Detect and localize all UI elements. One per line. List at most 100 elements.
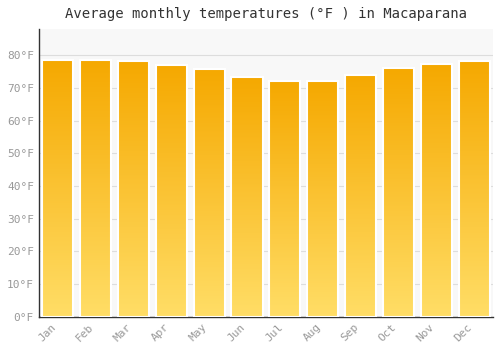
Bar <box>458 263 490 265</box>
Bar <box>421 156 452 158</box>
Bar <box>80 291 111 292</box>
Bar <box>232 92 262 93</box>
Bar <box>345 199 376 201</box>
Bar <box>42 242 74 244</box>
Bar <box>156 279 187 280</box>
Bar <box>458 257 490 258</box>
Bar <box>421 245 452 246</box>
Bar <box>270 150 300 152</box>
Bar <box>194 232 224 234</box>
Bar <box>383 271 414 272</box>
Bar <box>458 82 490 83</box>
Bar <box>42 190 74 191</box>
Bar <box>42 126 74 127</box>
Bar <box>156 116 187 117</box>
Bar <box>118 214 149 215</box>
Bar <box>42 313 74 314</box>
Bar <box>345 237 376 238</box>
Bar <box>232 172 262 173</box>
Bar <box>270 100 300 101</box>
Bar <box>80 70 111 72</box>
Bar <box>458 97 490 98</box>
Bar <box>307 105 338 106</box>
Bar <box>232 78 262 79</box>
Bar <box>42 257 74 258</box>
Bar <box>80 69 111 70</box>
Bar <box>156 122 187 123</box>
Bar <box>118 132 149 133</box>
Bar <box>156 230 187 231</box>
Bar <box>42 147 74 149</box>
Bar <box>383 294 414 296</box>
Bar <box>307 234 338 236</box>
Bar <box>118 192 149 193</box>
Bar <box>270 280 300 281</box>
Bar <box>458 208 490 210</box>
Bar <box>80 97 111 99</box>
Bar <box>421 159 452 160</box>
Bar <box>458 159 490 160</box>
Bar <box>156 276 187 278</box>
Bar <box>232 120 262 121</box>
Bar <box>118 183 149 184</box>
Bar <box>80 236 111 237</box>
Bar <box>232 269 262 270</box>
Bar <box>307 200 338 201</box>
Bar <box>80 144 111 145</box>
Bar <box>421 69 452 71</box>
Bar <box>458 234 490 235</box>
Bar <box>80 296 111 297</box>
Bar <box>270 197 300 198</box>
Bar <box>383 307 414 308</box>
Bar <box>270 85 300 86</box>
Bar <box>118 72 149 73</box>
Bar <box>194 251 224 252</box>
Bar <box>270 125 300 126</box>
Bar <box>383 270 414 271</box>
Bar <box>307 305 338 306</box>
Bar <box>458 138 490 139</box>
Bar <box>458 193 490 194</box>
Bar <box>345 168 376 169</box>
Bar <box>458 271 490 272</box>
Bar <box>383 74 414 76</box>
Bar <box>458 68 490 69</box>
Bar <box>307 216 338 217</box>
Bar <box>307 87 338 88</box>
Bar <box>307 257 338 258</box>
Bar <box>156 178 187 180</box>
Bar <box>307 233 338 234</box>
Bar <box>421 76 452 77</box>
Bar <box>421 107 452 108</box>
Bar <box>80 73 111 74</box>
Bar <box>383 226 414 227</box>
Bar <box>307 262 338 264</box>
Bar <box>458 135 490 137</box>
Bar <box>458 204 490 206</box>
Bar <box>118 138 149 139</box>
Bar <box>42 234 74 236</box>
Bar <box>270 163 300 165</box>
Bar <box>383 92 414 93</box>
Bar <box>307 272 338 273</box>
Bar <box>383 265 414 266</box>
Bar <box>194 81 224 82</box>
Bar <box>194 96 224 97</box>
Bar <box>80 204 111 205</box>
Bar <box>80 156 111 158</box>
Bar <box>345 133 376 134</box>
Title: Average monthly temperatures (°F ) in Macaparana: Average monthly temperatures (°F ) in Ma… <box>65 7 467 21</box>
Bar <box>458 76 490 77</box>
Bar <box>194 191 224 193</box>
Bar <box>232 192 262 193</box>
Bar <box>194 196 224 198</box>
Bar <box>458 153 490 155</box>
Bar <box>458 293 490 294</box>
Bar <box>80 223 111 224</box>
Bar <box>118 104 149 105</box>
Bar <box>458 166 490 167</box>
Bar <box>42 96 74 97</box>
Bar <box>458 69 490 70</box>
Bar <box>421 179 452 181</box>
Bar <box>232 294 262 295</box>
